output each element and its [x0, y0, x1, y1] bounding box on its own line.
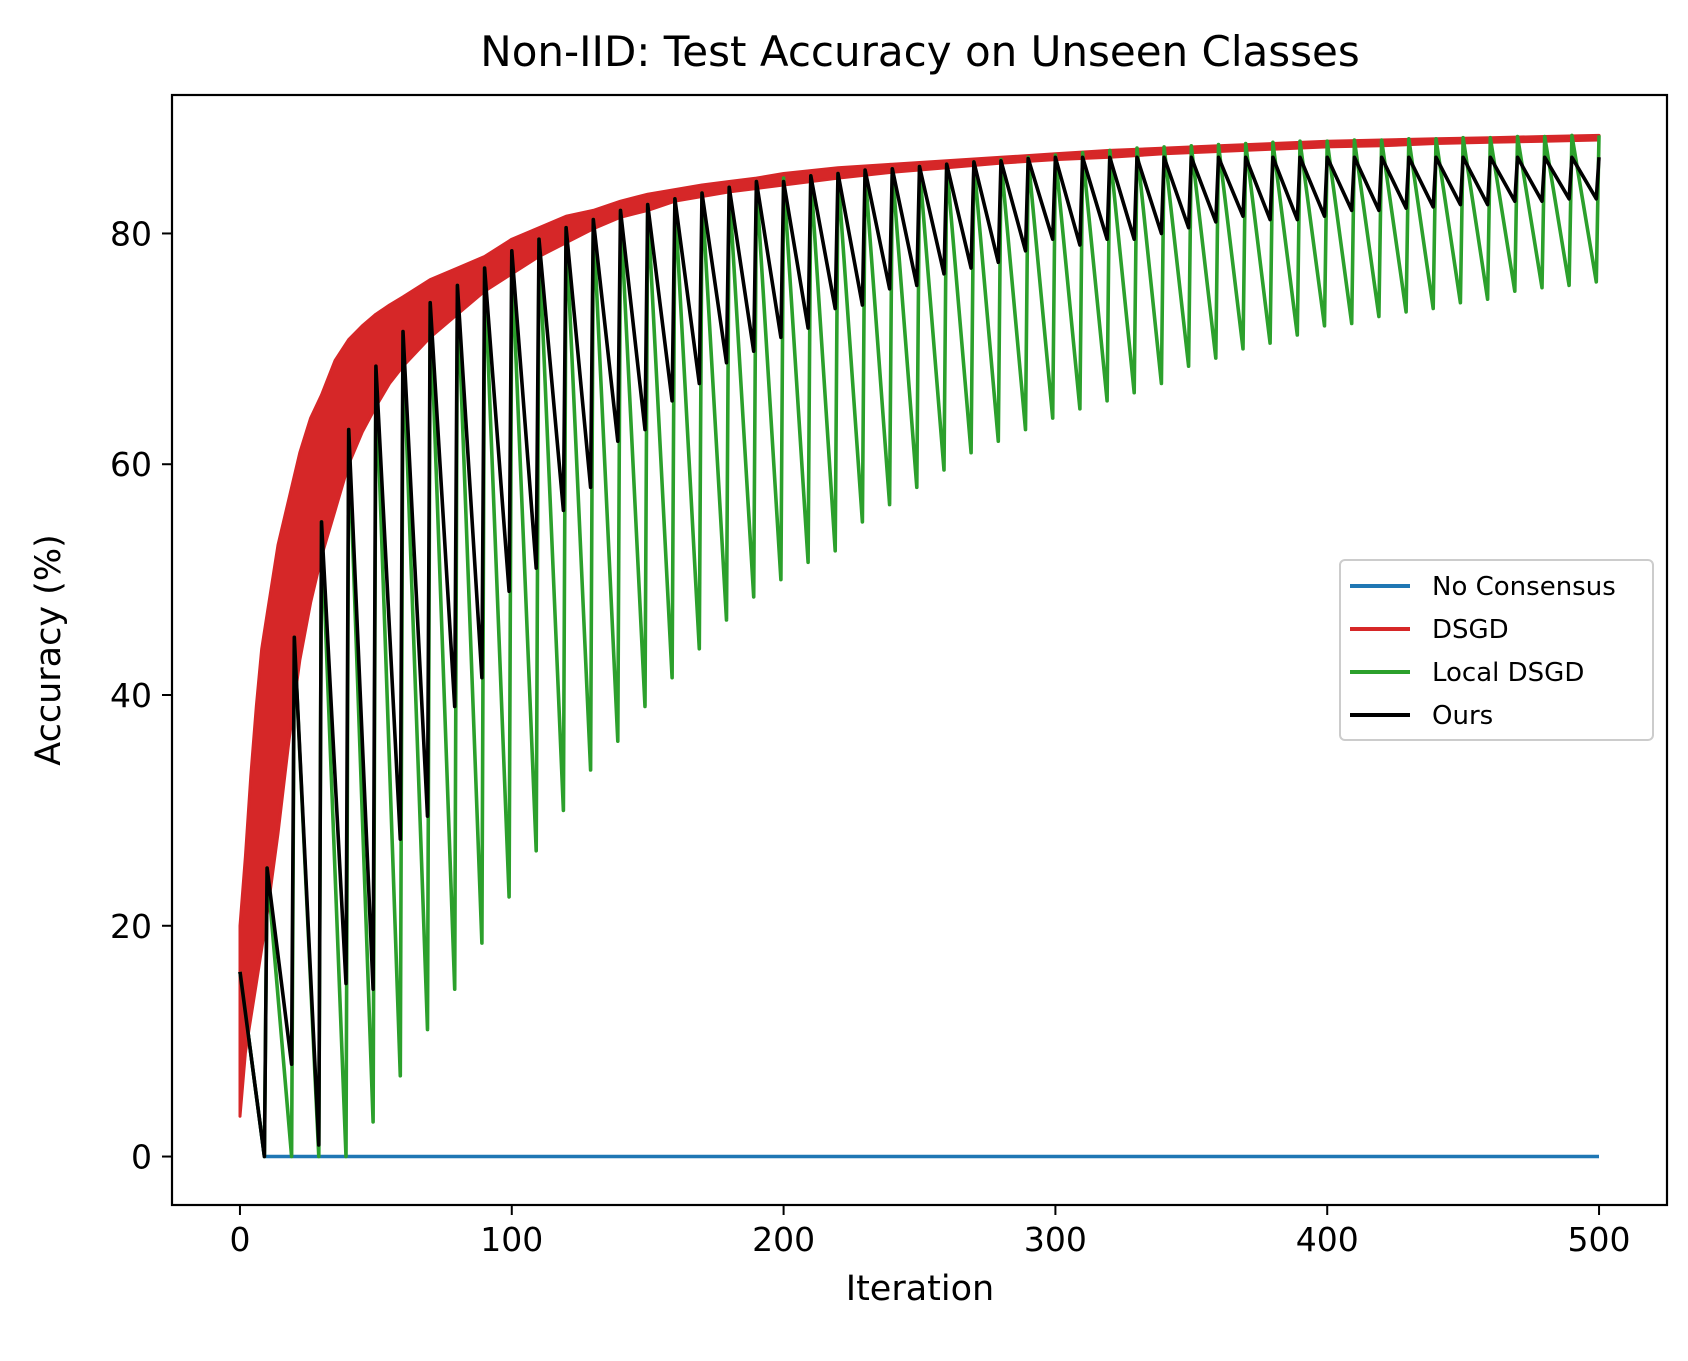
legend-label: Local DSGD	[1432, 658, 1584, 688]
y-tick-label: 60	[110, 445, 152, 484]
plot-area	[238, 133, 1601, 1159]
legend-label: Ours	[1432, 701, 1493, 731]
legend-entry-ours: Ours	[1350, 701, 1493, 731]
x-tick-label: 400	[1296, 1220, 1359, 1259]
x-tick-label: 500	[1568, 1220, 1631, 1259]
y-tick-label: 40	[110, 676, 152, 715]
legend-entry-dsgd: DSGD	[1350, 615, 1509, 645]
legend-box	[1339, 559, 1654, 741]
x-axis: 0 100 200 300 400 500	[229, 1205, 1631, 1259]
legend-label: No Consensus	[1432, 572, 1616, 602]
legend: No Consensus DSGD Local DSGD Ours	[1339, 559, 1654, 741]
legend-entry-no-consensus: No Consensus	[1350, 572, 1616, 602]
x-tick-label: 200	[752, 1220, 815, 1259]
x-tick-label: 100	[480, 1220, 543, 1259]
series-ours	[238, 155, 1601, 1159]
legend-label: DSGD	[1432, 615, 1509, 645]
x-axis-label: Iteration	[846, 1269, 994, 1309]
x-tick-label: 0	[229, 1220, 250, 1259]
y-tick-label: 80	[110, 214, 152, 253]
y-axis: 0 20 40 60 80	[110, 214, 172, 1177]
chart-title: Non-IID: Test Accuracy on Unseen Classes	[480, 27, 1359, 76]
legend-entry-local-dsgd: Local DSGD	[1350, 658, 1584, 688]
y-tick-label: 0	[131, 1138, 152, 1177]
x-tick-label: 300	[1024, 1220, 1087, 1259]
y-tick-label: 20	[110, 907, 152, 946]
plot-frame	[170, 93, 1669, 1207]
y-axis-label: Accuracy (%)	[29, 534, 69, 765]
